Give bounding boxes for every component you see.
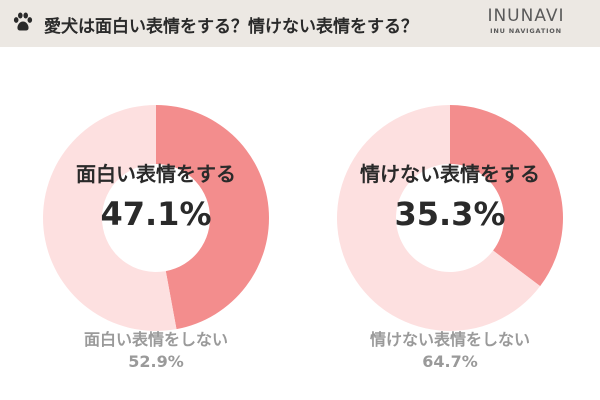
paw-icon: [13, 12, 33, 31]
chart-1-other-label: 面白い表情をしない 52.9%: [26, 329, 286, 373]
chart-1-value: 47.1%: [100, 195, 212, 233]
chart-1-category: 面白い表情をする: [76, 162, 236, 186]
donut-chart-1: [42, 105, 269, 331]
chart-2-slice-2: [337, 105, 541, 331]
chart-1-center-label: 面白い表情をする 47.1%: [26, 162, 286, 234]
chart-1-other-category: 面白い表情をしない: [83, 330, 228, 349]
chart-2-other-value: 64.7%: [422, 352, 478, 371]
donut-chart-2: [337, 105, 563, 331]
header: 愛犬は面白い表情をする？情けない表情をする？ INUNAVI INU NAVIG…: [0, 0, 600, 47]
chart-2-value: 35.3%: [394, 195, 506, 233]
chart-2-slice-1: [450, 105, 563, 287]
chart-2-other-label: 情けない表情をしない 64.7%: [320, 329, 580, 373]
brand-logo: INUNAVI INU NAVIGATION: [466, 6, 586, 36]
chart-1-slice-2: [42, 105, 177, 331]
chart-1-other-value: 52.9%: [128, 352, 184, 371]
chart-2-category: 情けない表情をする: [360, 162, 540, 186]
brand-subtitle: INU NAVIGATION: [490, 27, 562, 35]
chart-2-other-category: 情けない表情をしない: [369, 330, 530, 349]
chart-1-slice-1: [156, 105, 269, 330]
chart-2-center-label: 情けない表情をする 35.3%: [320, 162, 580, 234]
page-title: 愛犬は面白い表情をする？情けない表情をする？: [44, 17, 418, 37]
brand-name: INUNAVI: [487, 6, 565, 26]
